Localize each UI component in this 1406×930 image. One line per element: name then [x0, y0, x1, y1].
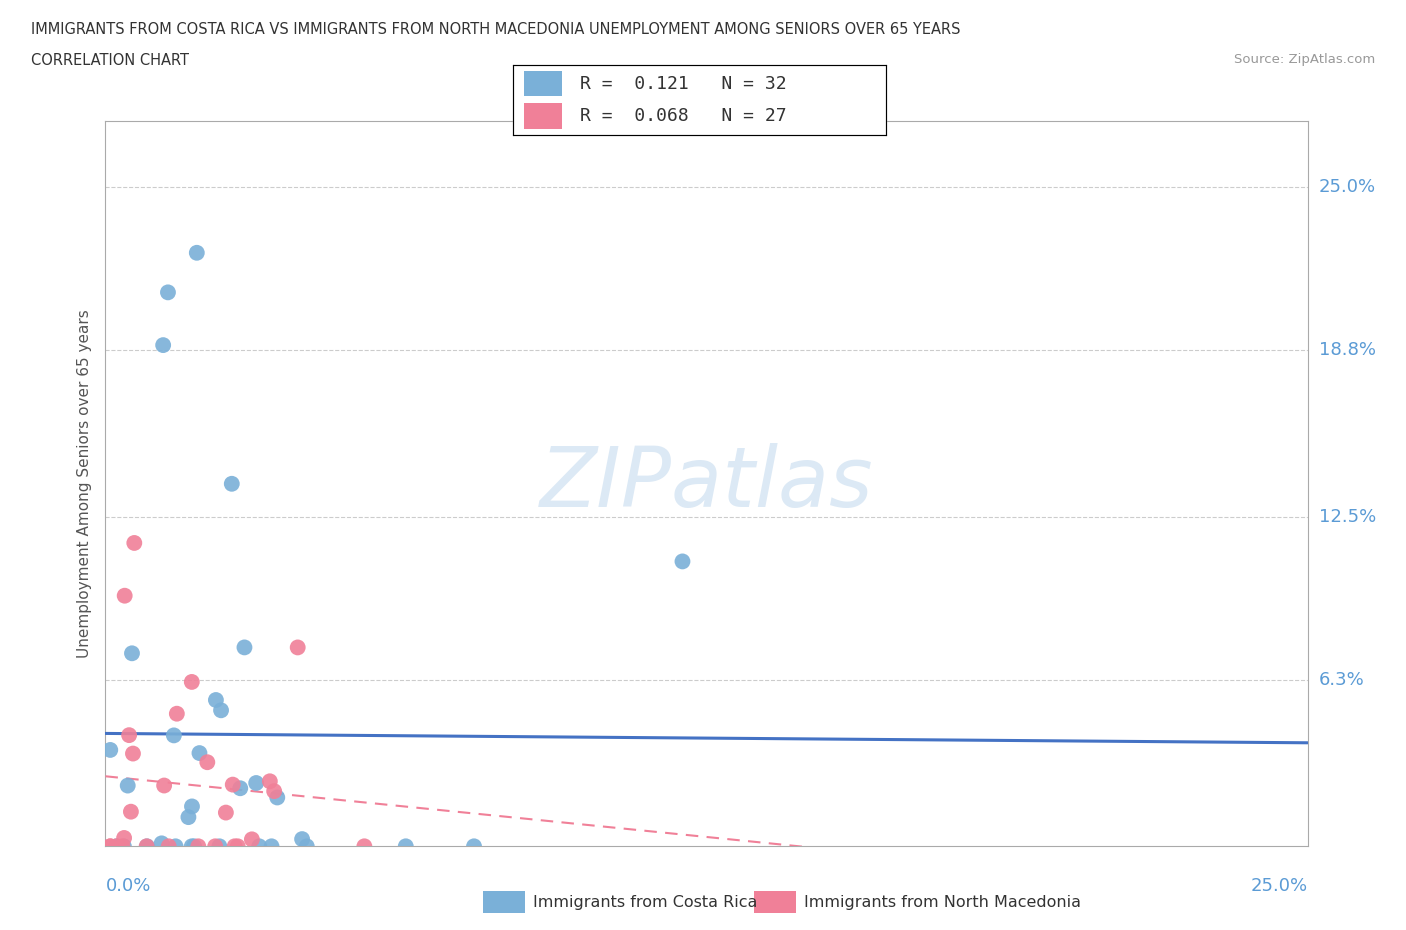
Point: [156, 285, 179, 299]
Point: [224, 839, 246, 854]
Point: [671, 554, 693, 569]
Text: Source: ZipAtlas.com: Source: ZipAtlas.com: [1234, 53, 1375, 66]
Point: [121, 645, 143, 660]
Point: [222, 777, 245, 792]
Text: 25.0%: 25.0%: [1250, 877, 1308, 895]
Point: [180, 839, 202, 854]
Point: [186, 246, 208, 260]
Point: [291, 831, 314, 846]
Bar: [524, 103, 561, 129]
Point: [112, 839, 135, 854]
Point: [260, 839, 283, 854]
Text: CORRELATION CHART: CORRELATION CHART: [31, 53, 188, 68]
Point: [204, 839, 226, 854]
Point: [124, 536, 146, 551]
Point: [180, 674, 202, 689]
Point: [105, 839, 128, 854]
Point: [209, 703, 232, 718]
Point: [233, 640, 256, 655]
Point: [181, 799, 204, 814]
Point: [112, 830, 135, 845]
Point: [187, 839, 209, 854]
Point: [118, 727, 141, 742]
Bar: [524, 71, 561, 97]
Point: [177, 810, 200, 825]
Point: [98, 839, 121, 854]
Point: [245, 776, 267, 790]
Text: R =  0.068   N = 27: R = 0.068 N = 27: [581, 107, 787, 125]
Text: 6.3%: 6.3%: [1319, 671, 1364, 689]
Point: [166, 706, 188, 721]
Text: IMMIGRANTS FROM COSTA RICA VS IMMIGRANTS FROM NORTH MACEDONIA UNEMPLOYMENT AMONG: IMMIGRANTS FROM COSTA RICA VS IMMIGRANTS…: [31, 22, 960, 37]
Point: [205, 693, 228, 708]
Point: [240, 832, 263, 847]
Y-axis label: Unemployment Among Seniors over 65 years: Unemployment Among Seniors over 65 years: [76, 309, 91, 658]
Point: [195, 755, 218, 770]
Point: [215, 805, 238, 820]
Text: Immigrants from North Macedonia: Immigrants from North Macedonia: [804, 895, 1081, 910]
Point: [259, 774, 281, 789]
Text: R =  0.121   N = 32: R = 0.121 N = 32: [581, 75, 787, 93]
Point: [188, 746, 211, 761]
Text: 25.0%: 25.0%: [1319, 178, 1376, 196]
Point: [208, 839, 231, 854]
Point: [122, 746, 145, 761]
Text: 0.0%: 0.0%: [105, 877, 150, 895]
Point: [117, 778, 139, 793]
Point: [263, 784, 285, 799]
Point: [150, 836, 173, 851]
Point: [221, 476, 243, 491]
Bar: [484, 891, 526, 913]
Point: [353, 839, 375, 854]
Point: [295, 839, 318, 854]
Bar: [754, 891, 796, 913]
Point: [135, 839, 157, 854]
Point: [266, 790, 288, 805]
Point: [183, 839, 205, 854]
Point: [226, 839, 249, 854]
Point: [165, 839, 187, 854]
Point: [105, 839, 128, 854]
Point: [157, 839, 180, 854]
Point: [247, 839, 270, 854]
Point: [98, 839, 121, 854]
Point: [111, 839, 134, 854]
Point: [114, 589, 136, 604]
Text: 12.5%: 12.5%: [1319, 508, 1376, 525]
Text: ZIPatlas: ZIPatlas: [540, 443, 873, 525]
Point: [463, 839, 485, 854]
Point: [229, 781, 252, 796]
Point: [120, 804, 142, 819]
Point: [287, 640, 309, 655]
Text: Immigrants from Costa Rica: Immigrants from Costa Rica: [533, 895, 758, 910]
Point: [395, 839, 418, 854]
Point: [136, 839, 159, 854]
Point: [153, 778, 176, 793]
Point: [163, 728, 186, 743]
Point: [152, 338, 174, 352]
Point: [98, 742, 121, 757]
Text: 18.8%: 18.8%: [1319, 341, 1375, 359]
